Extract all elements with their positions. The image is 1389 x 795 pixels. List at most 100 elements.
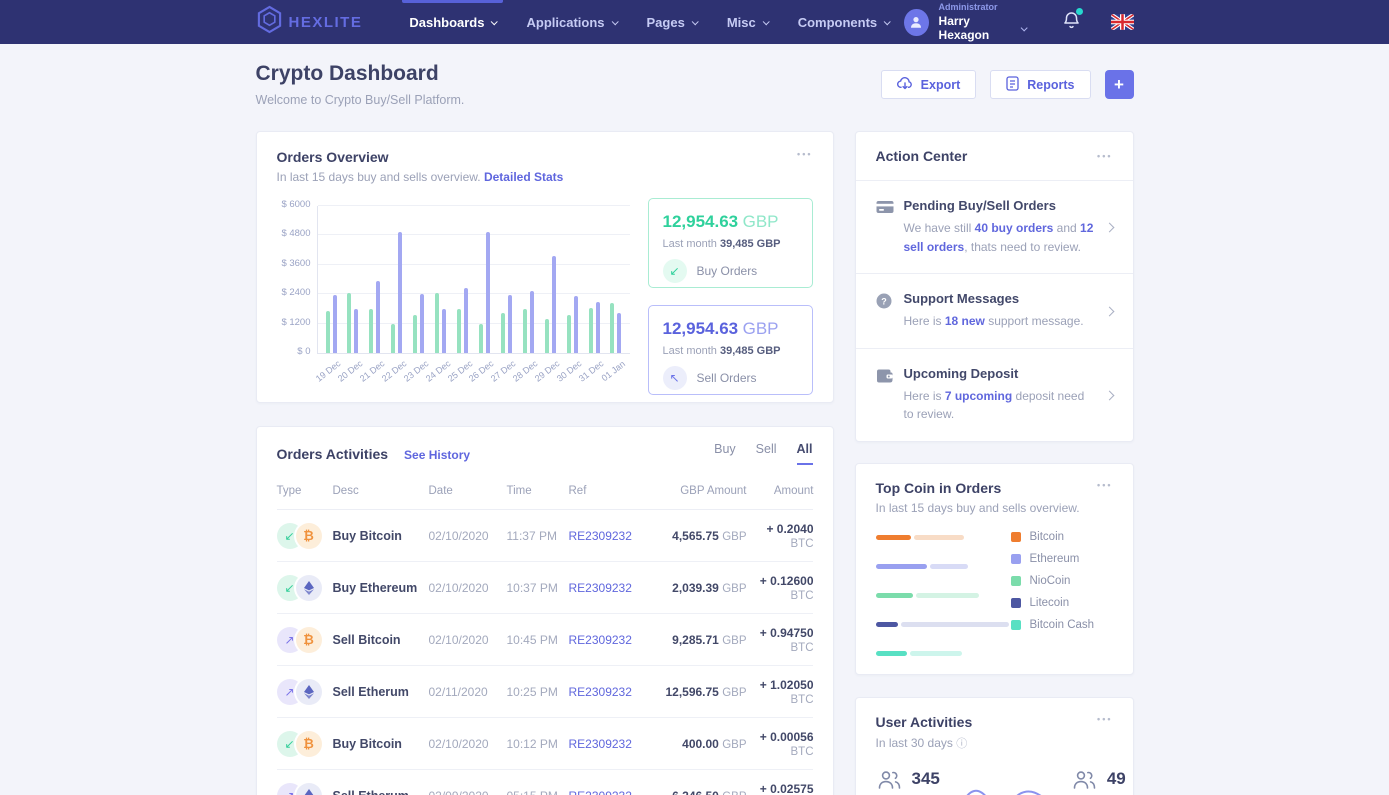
action-center-menu-icon[interactable]: ••• bbox=[1097, 151, 1113, 161]
overview-menu-icon[interactable]: ••• bbox=[797, 149, 813, 159]
order-ref-link[interactable]: RE2309232 bbox=[568, 632, 632, 647]
chevron-down-icon bbox=[762, 17, 770, 25]
top-coin-subtitle: In last 15 days buy and sells overview. bbox=[875, 500, 1080, 515]
bar-group: 23 Dec bbox=[402, 206, 430, 384]
nav-item-applications[interactable]: Applications bbox=[511, 0, 631, 44]
nav-item-pages[interactable]: Pages bbox=[632, 0, 712, 44]
legend-item-bitcoin-cash: Bitcoin Cash bbox=[1010, 619, 1113, 631]
desc-part: 18 new bbox=[944, 314, 985, 329]
orders-activities-card: Orders Activities See History Buy Sell All… bbox=[255, 426, 834, 795]
coin-bar-solid bbox=[875, 650, 907, 656]
buy-orders-stat-box: 12,954.63 GBP Last month 39,485 GBP ↙ Bu… bbox=[647, 198, 813, 288]
bar-group: 01 Jan bbox=[600, 206, 627, 383]
detailed-stats-link[interactable]: Detailed Stats bbox=[483, 170, 564, 184]
table-row[interactable]: ↙ ₿ Buy Bitcoin 02/10/2020 11:37 PM RE2309232… bbox=[276, 510, 814, 562]
action-item-pending-buy-sell-orders[interactable]: Pending Buy/Sell Orders We have still 40 … bbox=[855, 181, 1133, 275]
brand-logo[interactable]: HEXLITE bbox=[256, 5, 363, 39]
wallet-icon bbox=[876, 366, 896, 424]
action-item-desc: Here is 7 upcoming deposit need to revie… bbox=[904, 387, 1096, 424]
user-menu[interactable]: Administrator Harry Hexagon bbox=[939, 2, 1028, 42]
coin-legend: Bitcoin Ethereum NioCoin Litecoin Bitcoin Ca… bbox=[1010, 530, 1113, 656]
orders-overview-chart: $ 0 $ 1200 $ 2400 $ 3600 $ 4800 $ 6000 19 Dec 2… bbox=[277, 198, 630, 395]
bar-group: 25 Dec bbox=[445, 206, 474, 384]
order-ref-link[interactable]: RE2309232 bbox=[568, 684, 632, 699]
y-axis-tick: $ 6000 bbox=[281, 199, 311, 210]
add-button[interactable]: + bbox=[1104, 70, 1134, 99]
action-item-support-messages[interactable]: ? Support Messages Here is 18 new support … bbox=[855, 274, 1133, 349]
gbp-amount: 400.00 GBP bbox=[682, 736, 747, 751]
buy-bar bbox=[588, 307, 593, 353]
legend-label: NioCoin bbox=[1029, 574, 1071, 587]
bar-group: 19 Dec bbox=[314, 206, 342, 384]
gridline bbox=[317, 263, 630, 265]
export-button[interactable]: Export bbox=[880, 70, 977, 99]
nav-item-label: Applications bbox=[526, 14, 605, 30]
order-time: 10:45 PM bbox=[506, 632, 558, 647]
desc-part: 12 sell orders bbox=[903, 221, 1094, 254]
order-ref-link[interactable]: RE2309232 bbox=[568, 580, 632, 595]
buy-bar bbox=[325, 311, 330, 353]
desc-part: , thats need to review. bbox=[964, 239, 1081, 254]
order-ref-link[interactable]: RE2309232 bbox=[568, 528, 632, 543]
legend-swatch bbox=[1010, 575, 1021, 586]
user-activities-menu-icon[interactable]: ••• bbox=[1097, 713, 1113, 724]
desc-part: deposit need to review. bbox=[903, 388, 1085, 422]
avatar[interactable] bbox=[904, 8, 929, 36]
language-flag-uk[interactable] bbox=[1110, 14, 1134, 30]
action-item-desc: Here is 18 new support message. bbox=[904, 312, 1096, 331]
sell-bar bbox=[464, 288, 469, 353]
coin-bar-solid bbox=[875, 563, 927, 569]
nav-item-misc[interactable]: Misc bbox=[712, 0, 783, 44]
buy-orders-label: Buy Orders bbox=[696, 264, 758, 278]
top-coin-menu-icon[interactable]: ••• bbox=[1097, 479, 1113, 490]
info-icon[interactable]: ⓘ bbox=[956, 737, 968, 750]
action-item-content: Pending Buy/Sell Orders We have still 40 … bbox=[904, 198, 1096, 256]
column-header: Amount bbox=[773, 485, 814, 497]
y-axis-tick: $ 3600 bbox=[281, 257, 311, 269]
desc-part: 7 upcoming bbox=[944, 388, 1013, 403]
sell-bar bbox=[595, 302, 600, 353]
nav-item-dashboards[interactable]: Dashboards bbox=[394, 0, 511, 44]
order-ref-link[interactable]: RE2309232 bbox=[569, 789, 655, 795]
tab-all[interactable]: All bbox=[796, 442, 813, 465]
order-date: 02/10/2020 bbox=[428, 736, 489, 751]
table-row[interactable]: ↗ ₿ Sell Bitcoin 02/10/2020 10:45 PM RE230923… bbox=[276, 614, 814, 666]
legend-label: Bitcoin bbox=[1029, 530, 1065, 543]
tab-buy[interactable]: Buy bbox=[714, 442, 736, 456]
sell-bar bbox=[376, 280, 381, 353]
sell-arrow-icon: ↖ bbox=[662, 366, 687, 390]
table-row[interactable]: ↗ Sell Etherum 02/11/2020 10:25 PM RE2309232… bbox=[276, 666, 814, 718]
type-icons: ↙ ₿ bbox=[276, 730, 333, 757]
table-row[interactable]: ↙ Buy Ethereum 02/10/2020 10:37 PM RE2309232… bbox=[276, 562, 814, 614]
table-row[interactable]: ↙ ₿ Buy Bitcoin 02/10/2020 10:12 PM RE2309232… bbox=[276, 718, 814, 770]
top-coin-card: Top Coin in Orders In last 15 days buy a… bbox=[854, 462, 1134, 675]
notifications-button[interactable] bbox=[1062, 7, 1083, 35]
legend-label: Litecoin bbox=[1029, 596, 1070, 609]
order-time: 05:15 PM bbox=[507, 789, 569, 795]
chevron-right-icon bbox=[1104, 386, 1114, 404]
action-item-upcoming-deposit[interactable]: Upcoming Deposit Here is 7 upcoming depos… bbox=[856, 349, 1133, 441]
buy-bar bbox=[457, 309, 462, 353]
nav-item-components[interactable]: Components bbox=[783, 0, 904, 44]
crypto-amount: + 0.94750 BTC bbox=[759, 625, 814, 654]
orders-overview-subtitle: In last 15 days buy and sells overview. … bbox=[276, 170, 564, 184]
coin-bar-track bbox=[900, 621, 1009, 627]
crypto-amount: + 0.2040 BTC bbox=[766, 521, 814, 550]
type-icons: ↗ ₿ bbox=[276, 626, 333, 653]
coin-bar-niocoin bbox=[875, 592, 1011, 598]
coin-bar-solid bbox=[875, 621, 898, 627]
coin-bar-bitcoin-cash bbox=[875, 650, 1011, 656]
tab-sell[interactable]: Sell bbox=[755, 442, 777, 456]
order-date: 02/10/2020 bbox=[428, 528, 489, 543]
column-header: Date bbox=[428, 485, 453, 497]
order-ref-link[interactable]: RE2309232 bbox=[568, 736, 632, 751]
order-desc: Sell Etherum bbox=[333, 789, 429, 795]
buy-bar bbox=[544, 319, 549, 353]
orders-overview-card: Orders Overview In last 15 days buy and … bbox=[255, 131, 834, 403]
reports-button[interactable]: Reports bbox=[990, 70, 1091, 99]
bar-group: 22 Dec bbox=[380, 206, 408, 384]
sell-bar bbox=[485, 231, 490, 353]
bell-icon bbox=[1063, 11, 1079, 28]
see-history-link[interactable]: See History bbox=[404, 447, 471, 462]
